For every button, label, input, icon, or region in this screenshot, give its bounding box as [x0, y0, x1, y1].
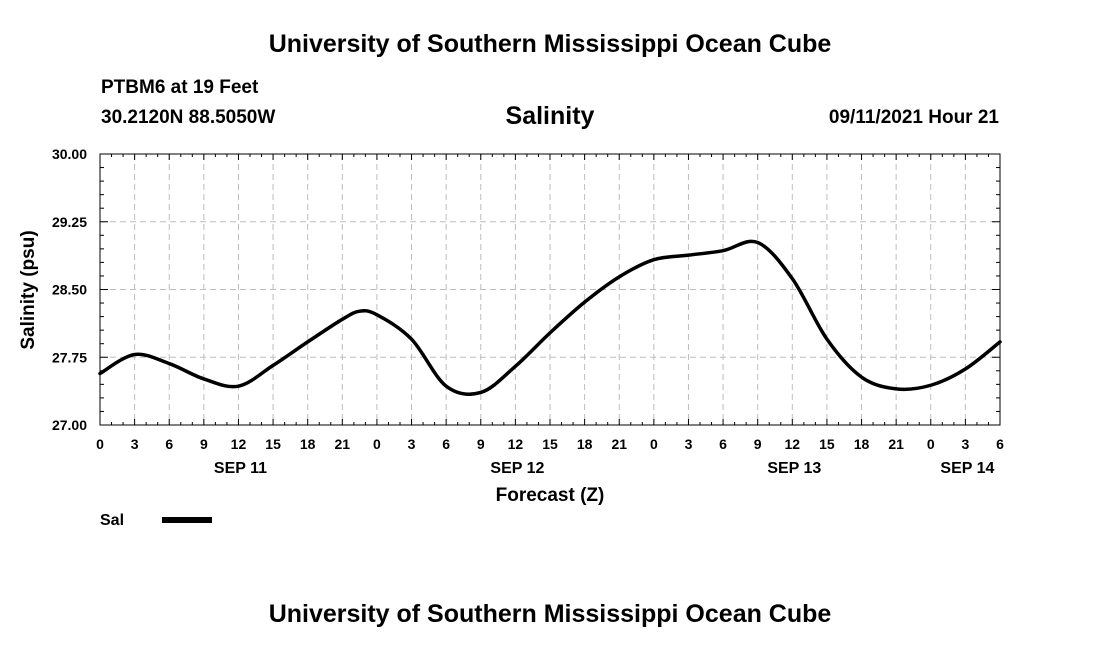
y-tick-label: 27.00: [52, 417, 87, 433]
x-tick-label: 21: [611, 436, 627, 452]
x-tick-label: 12: [508, 436, 524, 452]
x-tick-label: 0: [927, 436, 935, 452]
x-tick-label: 21: [888, 436, 904, 452]
coordinates-label: 30.2120N 88.5050W: [101, 107, 276, 128]
y-axis-label: Salinity (psu): [18, 230, 39, 349]
legend-label-sal: Sal: [100, 512, 124, 529]
x-tick-label: 6: [996, 436, 1004, 452]
x-tick-label: 15: [265, 436, 281, 452]
x-tick-label: 9: [754, 436, 762, 452]
x-tick-label: 18: [854, 436, 870, 452]
x-day-label: SEP 13: [767, 460, 821, 477]
x-tick-label: 18: [577, 436, 593, 452]
x-tick-label: 9: [477, 436, 485, 452]
x-tick-label: 12: [231, 436, 247, 452]
axis-ticks: [99, 153, 1001, 426]
x-tick-label: 18: [300, 436, 316, 452]
x-axis-label: Forecast (Z): [496, 485, 605, 506]
y-tick-label: 28.50: [52, 282, 87, 298]
x-tick-label: 0: [373, 436, 381, 452]
grid-lines: [100, 154, 1000, 425]
station-label: PTBM6 at 19 Feet: [101, 77, 259, 98]
x-tick-label: 6: [165, 436, 173, 452]
x-tick-label: 9: [200, 436, 208, 452]
x-tick-label: 6: [442, 436, 450, 452]
series-line-sal: [98, 239, 1002, 397]
y-tick-label: 29.25: [52, 214, 87, 230]
x-tick-label: 0: [96, 436, 104, 452]
x-tick-label: 12: [785, 436, 801, 452]
x-day-label: SEP 14: [940, 460, 994, 477]
top-title: University of Southern Mississippi Ocean…: [268, 30, 832, 58]
y-tick-label: 27.75: [52, 349, 87, 365]
legend: Sal: [100, 512, 212, 529]
x-day-label: SEP 11: [214, 460, 267, 477]
x-tick-label: 6: [719, 436, 727, 452]
x-tick-label: 21: [335, 436, 351, 452]
x-tick-label: 3: [408, 436, 416, 452]
series-layer: [98, 239, 1002, 397]
x-tick-label: 0: [650, 436, 658, 452]
bottom-title: University of Southern Mississippi Ocean…: [268, 600, 832, 628]
x-day-label: SEP 12: [490, 460, 544, 477]
x-tick-label: 3: [961, 436, 969, 452]
y-tick-label: 30.00: [52, 146, 87, 162]
axis-labels: 0 3 6 9 12 15 18 21 0 3 6 9 12 15 18 21 0 3 6 9 12 15 18 21 0 3 6S…: [52, 146, 1004, 477]
timestamp-label: 09/11/2021 Hour 21: [828, 107, 999, 128]
x-tick-label: 3: [131, 436, 139, 452]
x-tick-label: 3: [685, 436, 693, 452]
chart-title: Salinity: [506, 102, 595, 130]
x-tick-label: 15: [819, 436, 835, 452]
x-tick-label: 15: [542, 436, 558, 452]
